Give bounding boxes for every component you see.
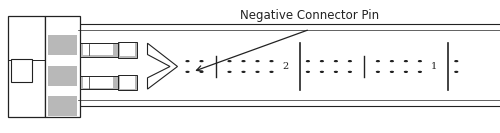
- Circle shape: [390, 71, 394, 72]
- Circle shape: [242, 71, 245, 72]
- Bar: [48, 35, 77, 55]
- Circle shape: [348, 61, 352, 62]
- Circle shape: [306, 71, 310, 72]
- Circle shape: [455, 61, 458, 62]
- Circle shape: [334, 71, 338, 72]
- Circle shape: [242, 61, 245, 62]
- Bar: [82, 44, 112, 55]
- Bar: [120, 43, 134, 56]
- Circle shape: [256, 71, 259, 72]
- Text: 1: 1: [431, 62, 437, 71]
- Text: 2: 2: [282, 62, 288, 71]
- Circle shape: [418, 61, 422, 62]
- Circle shape: [390, 61, 394, 62]
- Bar: [48, 96, 77, 116]
- Bar: [118, 75, 137, 90]
- Circle shape: [320, 61, 324, 62]
- Circle shape: [186, 61, 189, 62]
- Circle shape: [404, 61, 407, 62]
- Bar: [45, 16, 80, 117]
- Circle shape: [320, 71, 324, 72]
- Bar: [48, 66, 77, 86]
- Polygon shape: [148, 43, 178, 89]
- Bar: [120, 76, 134, 89]
- Bar: [80, 43, 118, 57]
- Circle shape: [418, 71, 422, 72]
- Circle shape: [348, 71, 352, 72]
- Circle shape: [376, 61, 380, 62]
- Text: Negative Connector Pin: Negative Connector Pin: [240, 9, 380, 22]
- Bar: [11, 59, 32, 82]
- Circle shape: [306, 61, 310, 62]
- Circle shape: [200, 61, 203, 62]
- Circle shape: [228, 71, 231, 72]
- Circle shape: [376, 71, 380, 72]
- Circle shape: [186, 71, 189, 72]
- Circle shape: [334, 61, 338, 62]
- Circle shape: [270, 61, 273, 62]
- Circle shape: [270, 71, 273, 72]
- Bar: [8, 16, 45, 117]
- Circle shape: [228, 61, 231, 62]
- Bar: [80, 76, 118, 89]
- Circle shape: [404, 71, 407, 72]
- Circle shape: [455, 71, 458, 72]
- Bar: [118, 42, 137, 57]
- Circle shape: [200, 71, 203, 72]
- Bar: [78, 24, 500, 106]
- Circle shape: [256, 61, 259, 62]
- Bar: [82, 77, 112, 88]
